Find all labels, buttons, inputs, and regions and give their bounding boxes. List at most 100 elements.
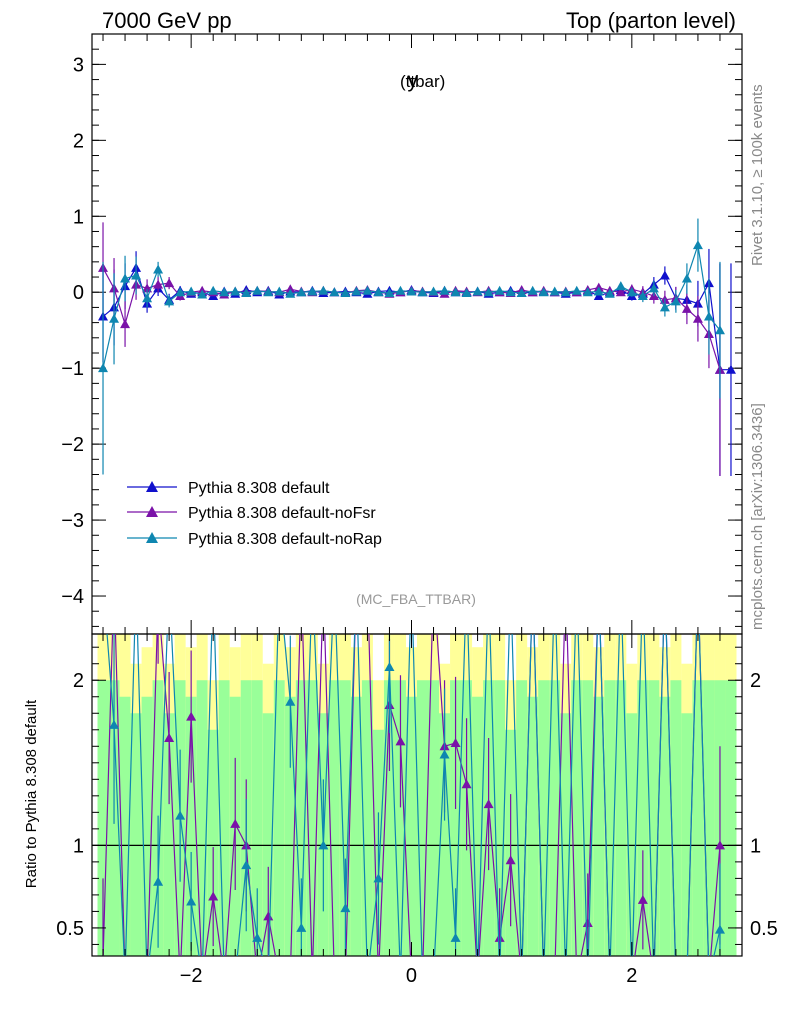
data-point-norap <box>241 287 252 297</box>
data-point-norap <box>626 287 637 297</box>
ratio-band-green <box>428 680 440 956</box>
data-point-nofsr <box>153 279 164 289</box>
series-line-nofsr <box>102 267 721 370</box>
data-point-norap <box>494 285 505 295</box>
data-point-norap <box>252 285 263 295</box>
data-point-norap <box>98 363 109 373</box>
data-point-norap <box>120 273 131 283</box>
ratio-band-green <box>405 696 417 956</box>
data-point-norap <box>450 287 461 297</box>
legend-label-nofsr: Pythia 8.308 default-noFsr <box>188 505 376 522</box>
data-point-default <box>593 291 604 301</box>
ratio-band-green <box>273 680 285 956</box>
data-point-norap <box>395 285 406 295</box>
data-point-norap <box>593 286 604 296</box>
ratio-band-green <box>262 713 274 956</box>
ratio-band-green <box>207 729 219 956</box>
ratio-point-norap <box>175 810 186 820</box>
ratio-point-nofsr <box>582 917 593 927</box>
data-point-nofsr <box>164 278 175 288</box>
analysis-label: (MC_FBA_TTBAR) <box>356 591 476 607</box>
ratio-band-green <box>571 680 583 956</box>
ratio-band-green <box>284 696 296 956</box>
ratio-band-green <box>472 696 484 956</box>
ratio-band-green <box>450 680 462 956</box>
data-point-norap <box>648 283 659 293</box>
legend-label-default: Pythia 8.308 default <box>188 480 330 497</box>
y-tick-label: −3 <box>61 510 84 532</box>
data-point-norap <box>373 287 384 297</box>
data-point-norap <box>571 285 582 295</box>
data-point-nofsr <box>285 284 296 294</box>
data-point-norap <box>109 313 120 323</box>
header-right: Top (parton level) <box>566 8 736 33</box>
ratio-band-green <box>185 696 197 956</box>
ratio-band-green <box>306 680 318 956</box>
data-point-norap <box>461 287 472 297</box>
ratio-band-green <box>692 680 704 956</box>
ratio-band-green <box>328 680 340 956</box>
data-point-norap <box>384 287 395 297</box>
ratio-band-green <box>394 680 406 956</box>
ratio-point-nofsr <box>263 911 274 921</box>
ratio-band-green <box>516 680 528 956</box>
data-point-norap <box>439 285 450 295</box>
data-point-norap <box>197 289 208 299</box>
data-point-norap <box>560 287 571 297</box>
ratio-point-norap <box>439 749 450 759</box>
data-point-norap <box>615 281 626 291</box>
data-point-nofsr <box>120 319 131 329</box>
data-point-norap <box>274 286 285 296</box>
ratio-point-norap <box>450 932 461 942</box>
ratio-band-green <box>251 680 263 956</box>
ratio-band-green <box>119 696 131 956</box>
y-tick-label: 3 <box>73 54 84 76</box>
data-point-nofsr <box>681 303 692 313</box>
ratio-point-norap <box>186 896 197 906</box>
ratio-band-green <box>725 680 737 956</box>
ratio-band-green <box>130 713 142 956</box>
ratio-band-green <box>494 680 506 956</box>
main-series-group <box>98 218 736 477</box>
series-line-norap <box>102 244 721 369</box>
mcplots-label: mcplots.cern.ch [arXiv:1306.3436] <box>749 403 766 630</box>
ratio-band-green <box>648 680 660 956</box>
data-point-norap <box>186 286 197 296</box>
data-point-norap <box>318 285 329 295</box>
ratio-panel-frame <box>91 633 743 957</box>
ratio-point-nofsr <box>714 840 725 850</box>
data-point-norap <box>703 311 714 321</box>
ratio-band-green <box>295 680 307 956</box>
x-tick-label: 2 <box>626 965 637 987</box>
y-tick-label: 0 <box>73 282 84 304</box>
data-point-norap <box>505 287 516 297</box>
ratio-band-green <box>383 680 395 956</box>
ratio-point-norap <box>296 922 307 932</box>
legend-entry-default: Pythia 8.308 default <box>127 480 330 497</box>
data-point-nofsr <box>692 313 703 323</box>
data-point-default <box>725 364 736 374</box>
ratio-band-green <box>218 680 230 956</box>
ratio-band-green <box>97 680 109 956</box>
data-point-norap <box>263 287 274 297</box>
y-tick-label: −2 <box>61 434 84 456</box>
ratio-point-nofsr <box>461 779 472 789</box>
data-point-norap <box>285 288 296 298</box>
ratio-band-green <box>703 680 715 956</box>
ratio-ylabel: Ratio to Pythia 8.308 default <box>23 699 40 888</box>
data-point-norap <box>692 240 703 250</box>
data-point-norap <box>527 285 538 295</box>
ratio-band-green <box>604 680 616 956</box>
data-point-norap <box>142 293 153 303</box>
plot-title: y <box>408 69 419 92</box>
data-point-norap <box>417 287 428 297</box>
data-point-nofsr <box>615 287 626 297</box>
x-tick-label: −2 <box>180 965 203 987</box>
data-point-norap <box>153 264 164 274</box>
ratio-band-green <box>659 696 671 956</box>
data-point-norap <box>538 287 549 297</box>
data-point-norap <box>307 286 318 296</box>
ratio-point-norap <box>153 876 164 886</box>
ratio-band-green <box>339 680 351 956</box>
ratio-point-norap <box>318 840 329 850</box>
